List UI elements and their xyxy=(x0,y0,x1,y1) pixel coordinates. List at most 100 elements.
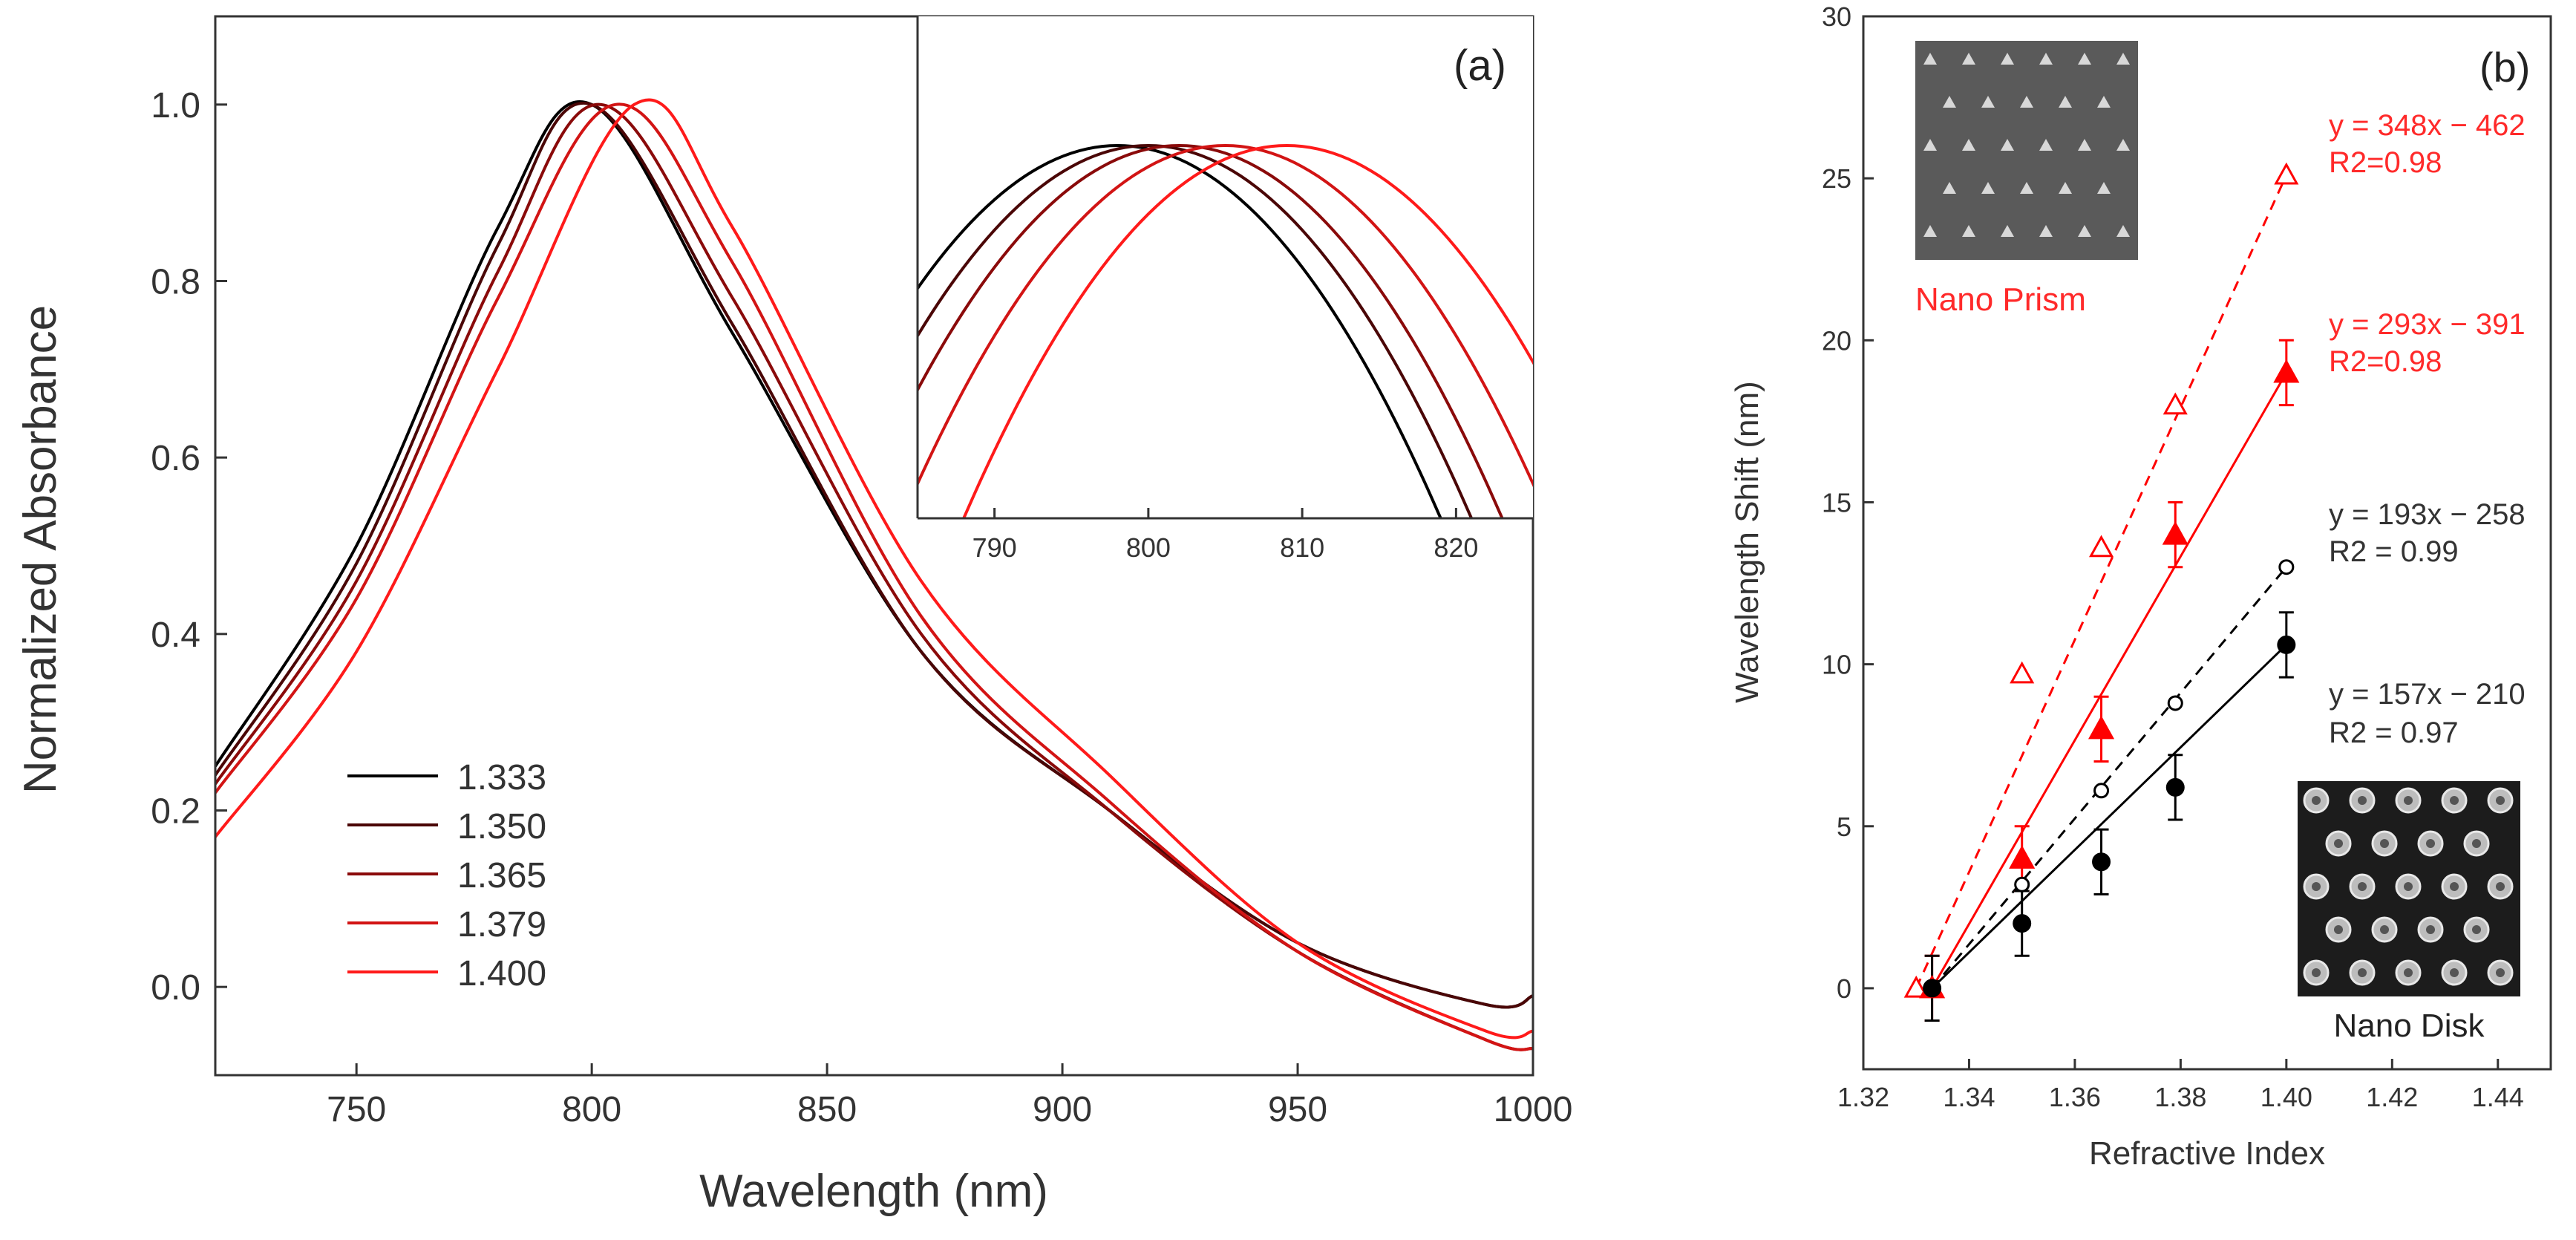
disk-particle-center xyxy=(2450,882,2459,891)
y-tick-label: 0.0 xyxy=(151,968,200,1008)
prism-particle xyxy=(2097,182,2111,194)
data-point-circle xyxy=(2277,635,2296,654)
peak-zoom-inset: 790 800 810 820 (a) xyxy=(916,16,1533,563)
data-point-circle xyxy=(2092,852,2111,872)
fit-line-2 xyxy=(1931,566,2287,989)
prism-filled-fit-r2: R2=0.98 xyxy=(2329,345,2442,378)
prism-particle xyxy=(2039,53,2053,65)
prism-particle xyxy=(1981,182,1995,194)
sensitivity-x-ticks: 1.32 1.34 1.36 1.38 1.40 1.42 1.44 xyxy=(1837,1059,2524,1112)
disk-particle-center xyxy=(2496,968,2505,977)
absorbance-y-axis-title: Normalized Absorbance xyxy=(15,305,66,794)
sensitivity-plot-frame xyxy=(1862,15,2552,1071)
x-tick-label: 1.38 xyxy=(2154,1082,2206,1112)
nano-disk-sem-image xyxy=(2298,781,2520,996)
data-point-circle xyxy=(2013,914,2032,933)
sensitivity-y-axis-title: Wavelength Shift (nm) xyxy=(1729,381,1765,703)
absorbance-plot-frame xyxy=(214,15,1534,1077)
inset-curve-1.350 xyxy=(918,143,1473,518)
absorbance-curves xyxy=(214,98,1534,1051)
absorbance-curve-1.379 xyxy=(214,102,1534,1051)
inset-x-tick-label: 810 xyxy=(1280,532,1324,563)
y-tick-label: 30 xyxy=(1822,1,1851,32)
inset-x-tick-label: 820 xyxy=(1434,532,1478,563)
data-point-circle xyxy=(2167,695,2183,711)
prism-particle xyxy=(2001,53,2014,65)
sensitivity-y-ticks: 0 5 10 15 20 25 30 xyxy=(1822,1,1874,1004)
absorbance-x-axis-title: Wavelength (nm) xyxy=(699,1166,1048,1217)
y-tick-label: 20 xyxy=(1822,325,1851,356)
prism-particle xyxy=(2078,225,2091,237)
data-point-circle xyxy=(2165,777,2185,797)
prism-particle xyxy=(2059,96,2072,108)
disk-particle-center xyxy=(2334,839,2343,848)
y-tick-label: 0.6 xyxy=(151,439,200,478)
prism-particle xyxy=(1981,96,1995,108)
panel-a-label: (a) xyxy=(1454,42,1506,90)
absorbance-x-ticks: 750 800 850 900 950 1000 xyxy=(327,1063,1572,1129)
data-point-triangle xyxy=(2163,392,2188,415)
x-tick-label: 1.42 xyxy=(2366,1082,2418,1112)
prism-filled-fit-equation: y = 293x − 391 xyxy=(2329,308,2526,341)
prism-open-fit-r2: R2=0.98 xyxy=(2329,146,2442,179)
inset-x-tick-label: 800 xyxy=(1126,532,1171,563)
disk-particle-center xyxy=(2450,796,2459,805)
disk-particle-center xyxy=(2380,839,2389,848)
fit-line-3 xyxy=(1931,644,2287,990)
y-tick-label: 10 xyxy=(1822,650,1851,680)
disk-particle-center xyxy=(2472,839,2481,848)
disk-open-fit-equation: y = 193x − 258 xyxy=(2329,498,2526,531)
data-point-triangle xyxy=(2273,359,2300,383)
data-point-circle xyxy=(2014,876,2030,893)
data-point-triangle xyxy=(2162,521,2188,545)
x-tick-label: 850 xyxy=(797,1090,857,1129)
inset-curve-1.400 xyxy=(962,143,1533,518)
nano-prism-label: Nano Prism xyxy=(1915,281,2086,318)
y-tick-label: 5 xyxy=(1837,812,1851,842)
prism-particle xyxy=(2078,139,2091,151)
inset-background xyxy=(918,16,1533,518)
data-point-triangle xyxy=(2274,162,2299,185)
disk-particle-center xyxy=(2380,925,2389,934)
disk-particle-center xyxy=(2450,968,2459,977)
legend-label-1.350: 1.350 xyxy=(457,807,546,846)
disk-particle-center xyxy=(2404,796,2413,805)
absorbance-chart: 750 800 850 900 950 1000 0.0 0.2 0.4 0.6 0.8 1.0 W… xyxy=(15,15,1572,1217)
y-tick-label: 15 xyxy=(1822,487,1851,518)
prism-particle xyxy=(2039,225,2053,237)
data-point-triangle xyxy=(1903,975,1929,998)
x-tick-label: 1000 xyxy=(1494,1090,1573,1129)
prism-particle xyxy=(2116,53,2130,65)
inset-curve-1.365 xyxy=(918,143,1504,518)
legend-label-1.379: 1.379 xyxy=(457,905,546,944)
inset-curves xyxy=(918,143,1533,518)
prism-particle xyxy=(2116,139,2130,151)
sensitivity-chart: 1.32 1.34 1.36 1.38 1.40 1.42 1.44 0 5 10 15 20 25 3… xyxy=(1729,1,2552,1172)
data-point-triangle xyxy=(2088,535,2114,558)
disk-open-fit-r2: R2 = 0.99 xyxy=(2329,535,2459,568)
sensitivity-x-axis-title: Refractive Index xyxy=(2089,1135,2325,1172)
y-tick-label: 0.2 xyxy=(151,792,200,832)
disk-particle-center xyxy=(2472,925,2481,934)
disk-pattern xyxy=(2303,787,2514,986)
legend-label-1.400: 1.400 xyxy=(457,954,546,993)
prism-particle xyxy=(2020,182,2033,194)
disk-filled-fit-r2: R2 = 0.97 xyxy=(2329,717,2459,749)
disk-particle-center xyxy=(2496,796,2505,805)
x-tick-label: 900 xyxy=(1033,1090,1092,1129)
x-tick-label: 1.40 xyxy=(2260,1082,2312,1112)
x-tick-label: 1.36 xyxy=(2049,1082,2101,1112)
nano-disk-label: Nano Disk xyxy=(2334,1008,2485,1044)
y-tick-label: 0 xyxy=(1837,973,1851,1004)
prism-open-fit-equation: y = 348x − 462 xyxy=(2329,109,2526,142)
inset-curve-1.379 xyxy=(918,143,1533,488)
prism-particle xyxy=(2039,139,2053,151)
panel-b-label: (b) xyxy=(2479,44,2530,91)
prism-particle xyxy=(1943,96,1956,108)
sensitivity-fit-lines xyxy=(1915,174,2288,990)
x-tick-label: 750 xyxy=(327,1090,386,1129)
prism-particle xyxy=(2116,225,2130,237)
x-tick-label: 1.32 xyxy=(1837,1082,1889,1112)
prism-particle xyxy=(2001,139,2014,151)
prism-particle xyxy=(2020,96,2033,108)
